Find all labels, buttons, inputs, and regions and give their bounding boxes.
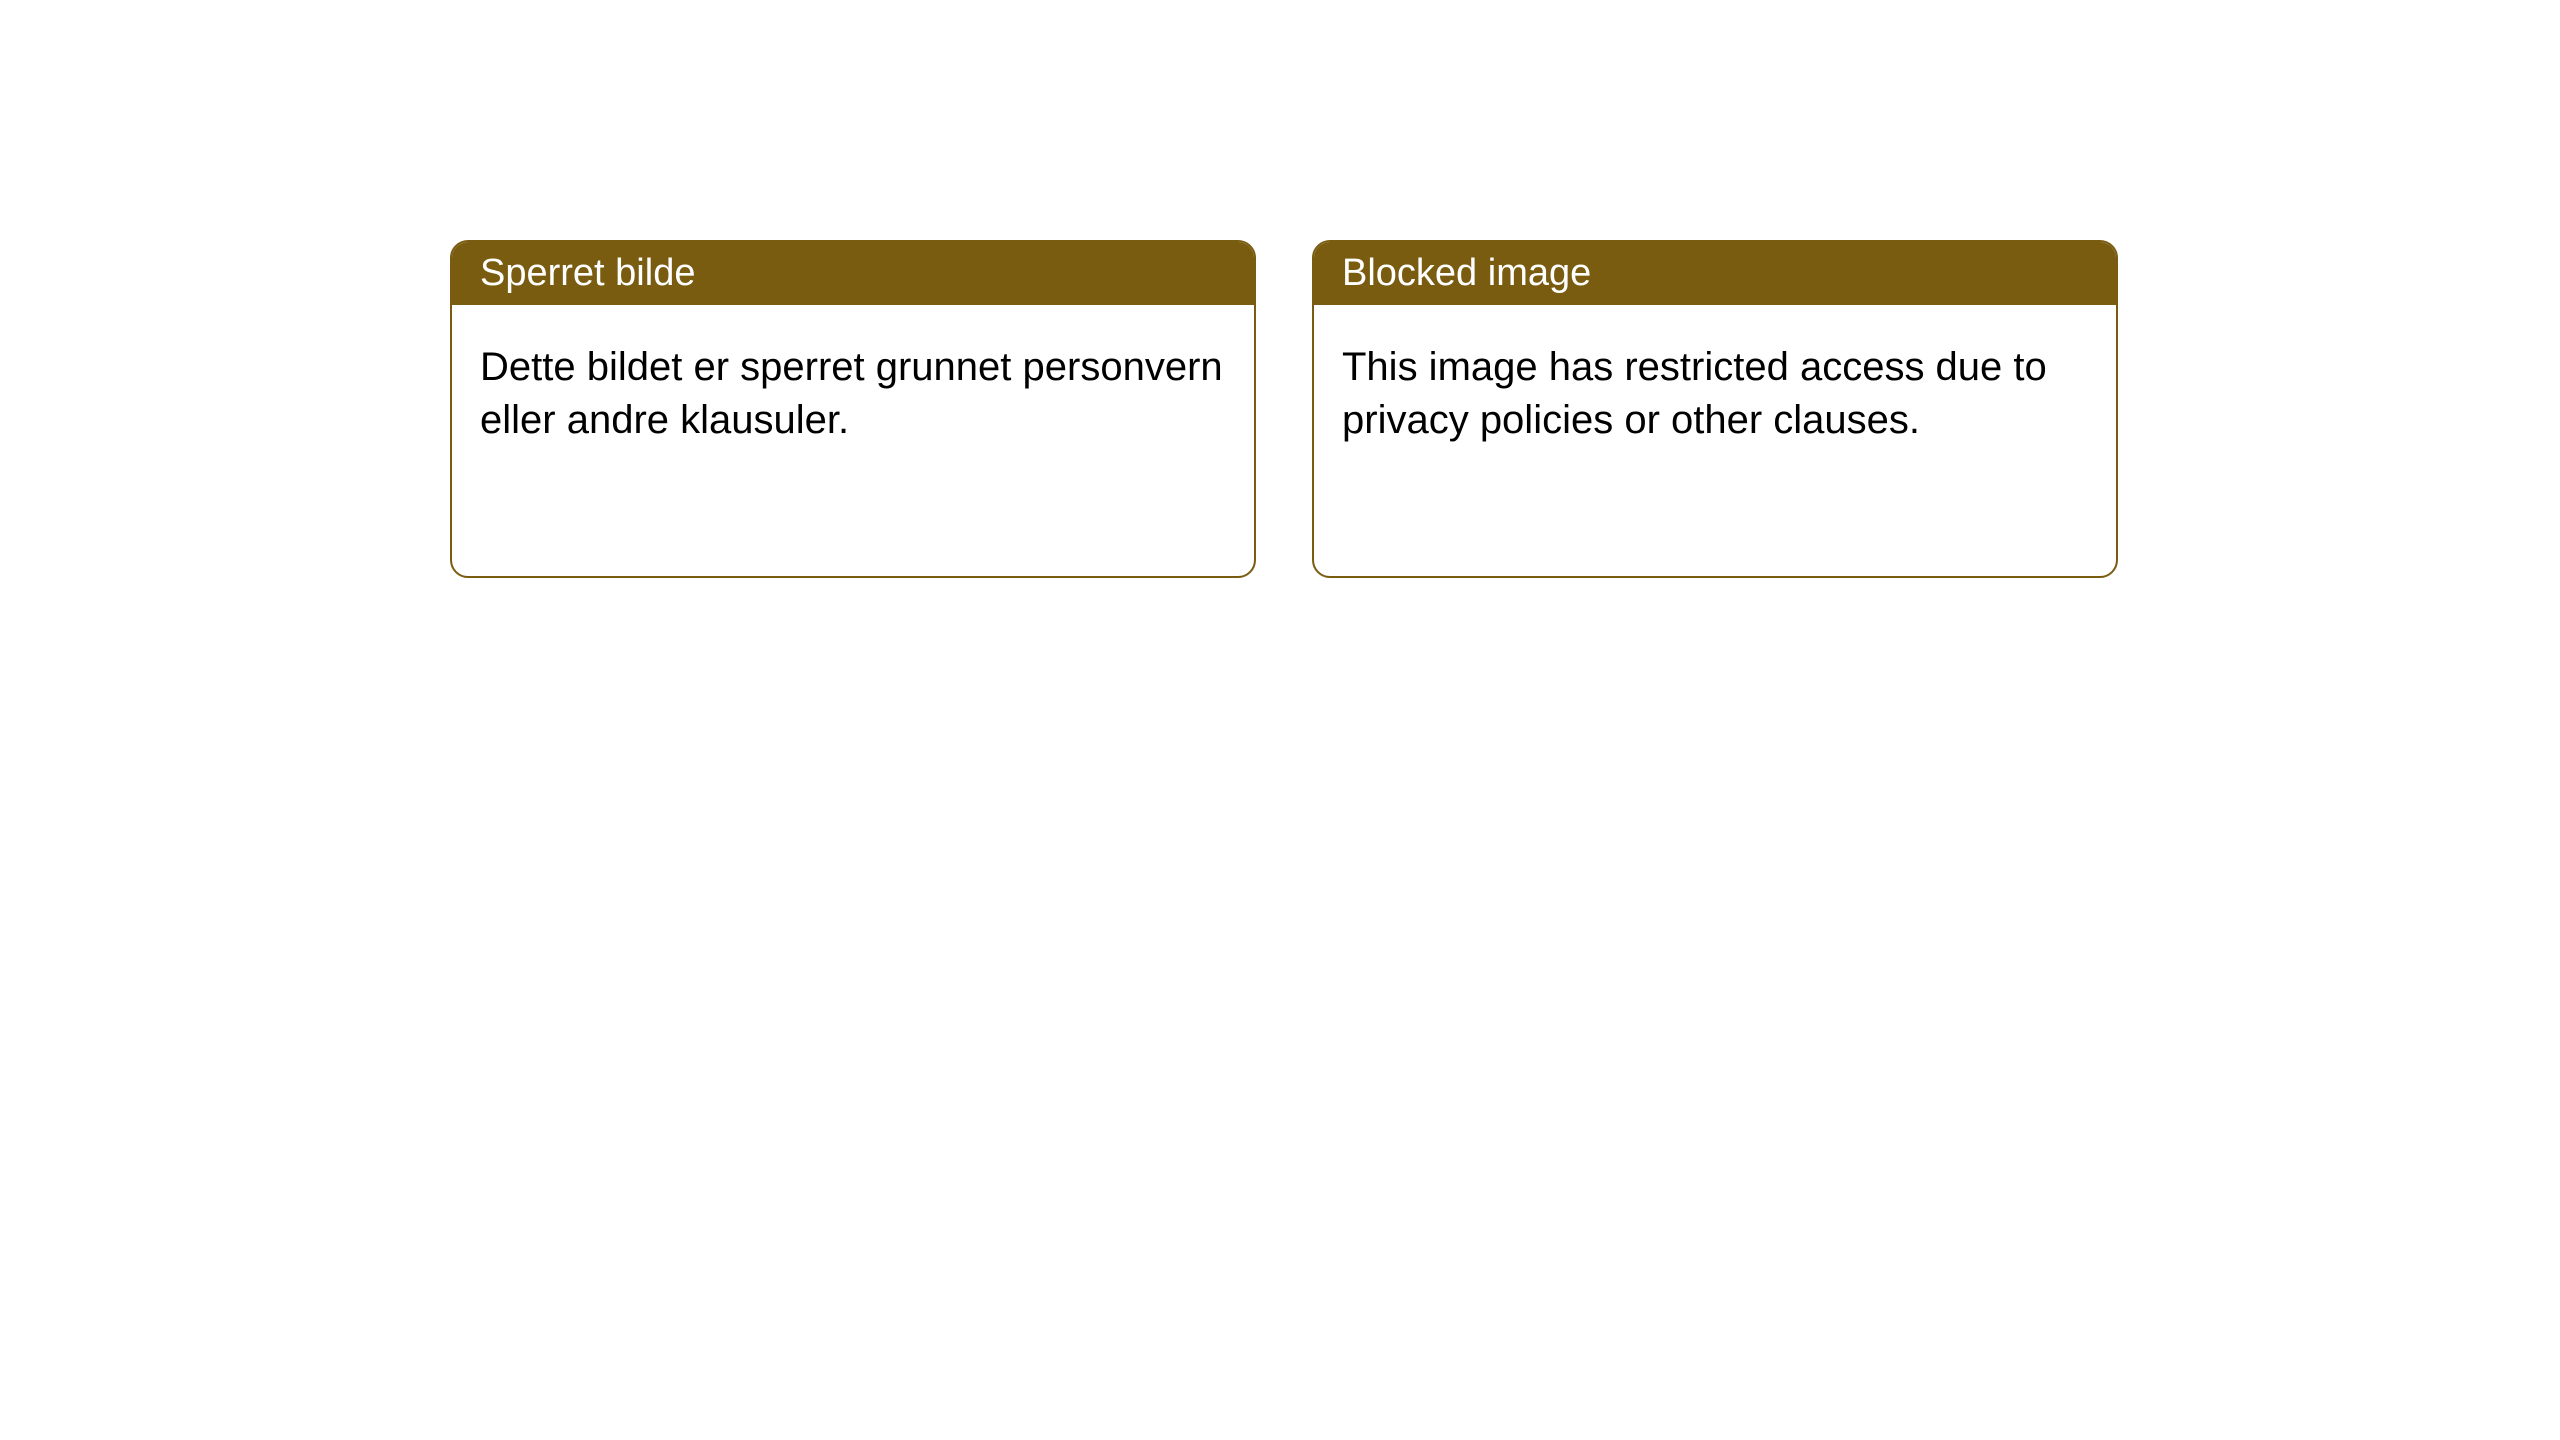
notice-body: This image has restricted access due to … bbox=[1314, 305, 2116, 483]
notice-title: Sperret bilde bbox=[452, 242, 1254, 305]
notice-title: Blocked image bbox=[1314, 242, 2116, 305]
notice-container: Sperret bilde Dette bildet er sperret gr… bbox=[0, 0, 2560, 578]
notice-card-english: Blocked image This image has restricted … bbox=[1312, 240, 2118, 578]
notice-card-norwegian: Sperret bilde Dette bildet er sperret gr… bbox=[450, 240, 1256, 578]
notice-body: Dette bildet er sperret grunnet personve… bbox=[452, 305, 1254, 483]
